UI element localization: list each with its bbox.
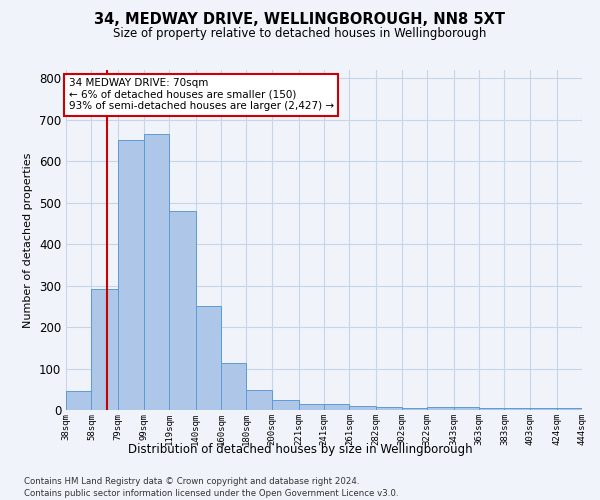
- Bar: [272, 400, 299, 410]
- Bar: [324, 404, 349, 410]
- Bar: [118, 140, 143, 410]
- Bar: [247, 390, 272, 410]
- Text: Contains public sector information licensed under the Open Government Licence v3: Contains public sector information licen…: [24, 489, 398, 498]
- Text: 34, MEDWAY DRIVE, WELLINGBOROUGH, NN8 5XT: 34, MEDWAY DRIVE, WELLINGBOROUGH, NN8 5X…: [95, 12, 505, 28]
- Bar: [143, 134, 169, 410]
- Text: Contains HM Land Registry data © Crown copyright and database right 2024.: Contains HM Land Registry data © Crown c…: [24, 478, 359, 486]
- Bar: [530, 408, 557, 410]
- Text: Size of property relative to detached houses in Wellingborough: Size of property relative to detached ho…: [113, 28, 487, 40]
- Text: 34 MEDWAY DRIVE: 70sqm
← 6% of detached houses are smaller (150)
93% of semi-det: 34 MEDWAY DRIVE: 70sqm ← 6% of detached …: [68, 78, 334, 112]
- Bar: [169, 211, 196, 410]
- Bar: [221, 363, 247, 410]
- Bar: [376, 406, 401, 410]
- Bar: [299, 404, 324, 410]
- Bar: [401, 408, 427, 410]
- Bar: [505, 408, 530, 410]
- Y-axis label: Number of detached properties: Number of detached properties: [23, 152, 34, 328]
- Bar: [196, 306, 221, 410]
- Bar: [91, 288, 118, 410]
- Bar: [454, 407, 479, 410]
- Text: Distribution of detached houses by size in Wellingborough: Distribution of detached houses by size …: [128, 442, 472, 456]
- Bar: [349, 406, 376, 410]
- Bar: [66, 392, 91, 410]
- Bar: [557, 408, 582, 410]
- Bar: [479, 408, 505, 410]
- Bar: [427, 406, 454, 410]
